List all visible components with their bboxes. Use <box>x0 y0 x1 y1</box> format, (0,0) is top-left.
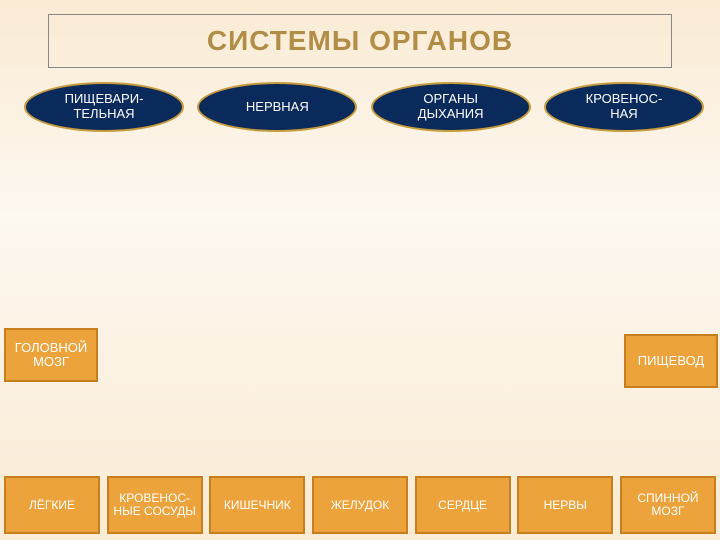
organ-spinal-cord[interactable]: СПИННОЙ МОЗГ <box>620 476 716 534</box>
organ-lungs[interactable]: ЛЁГКИЕ <box>4 476 100 534</box>
organs-row: ЛЁГКИЕ КРОВЕНОС-НЫЕ СОСУДЫ КИШЕЧНИК ЖЕЛУ… <box>4 476 716 534</box>
organ-heart[interactable]: СЕРДЦЕ <box>415 476 511 534</box>
organ-blood-vessels[interactable]: КРОВЕНОС-НЫЕ СОСУДЫ <box>107 476 203 534</box>
systems-row: ПИЩЕВАРИ- ТЕЛЬНАЯ НЕРВНАЯ ОРГАНЫ ДЫХАНИЯ… <box>24 82 704 132</box>
organ-brain[interactable]: ГОЛОВНОЙ МОЗГ <box>4 328 98 382</box>
title-container: СИСТЕМЫ ОРГАНОВ <box>48 14 672 68</box>
organ-esophagus[interactable]: ПИЩЕВОД <box>624 334 718 388</box>
page-title: СИСТЕМЫ ОРГАНОВ <box>207 25 513 57</box>
system-respiratory[interactable]: ОРГАНЫ ДЫХАНИЯ <box>371 82 531 132</box>
organ-nerves[interactable]: НЕРВЫ <box>517 476 613 534</box>
organ-intestine[interactable]: КИШЕЧНИК <box>209 476 305 534</box>
system-digestive[interactable]: ПИЩЕВАРИ- ТЕЛЬНАЯ <box>24 82 184 132</box>
system-circulatory[interactable]: КРОВЕНОС- НАЯ <box>544 82 704 132</box>
organ-stomach[interactable]: ЖЕЛУДОК <box>312 476 408 534</box>
system-nervous[interactable]: НЕРВНАЯ <box>197 82 357 132</box>
